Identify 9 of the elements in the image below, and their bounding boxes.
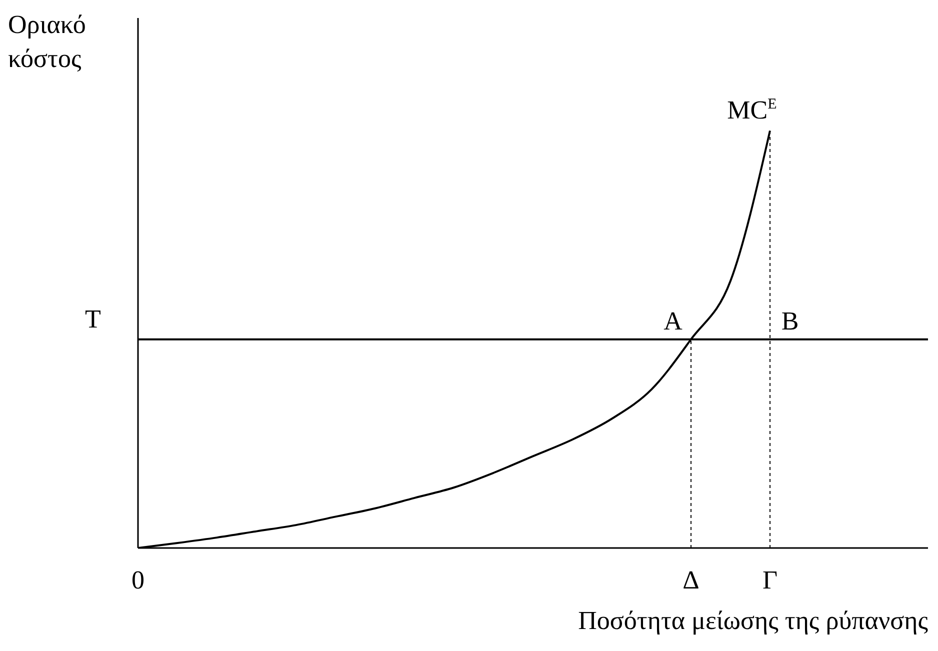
y-axis-title: Οριακό κόστος <box>8 9 87 75</box>
annotation: MC$^{E}$ <box>727 96 777 125</box>
x-tick-label: Γ <box>762 565 778 594</box>
annotation: B <box>781 306 799 336</box>
annotation: A <box>664 306 683 336</box>
x-tick-label: Δ <box>682 565 700 594</box>
ref-line-label: T <box>85 304 102 334</box>
x-tick-label: 0 <box>132 565 144 594</box>
x-axis-title: Ποσότητα μείωσης της ρύπανσης <box>578 606 928 636</box>
